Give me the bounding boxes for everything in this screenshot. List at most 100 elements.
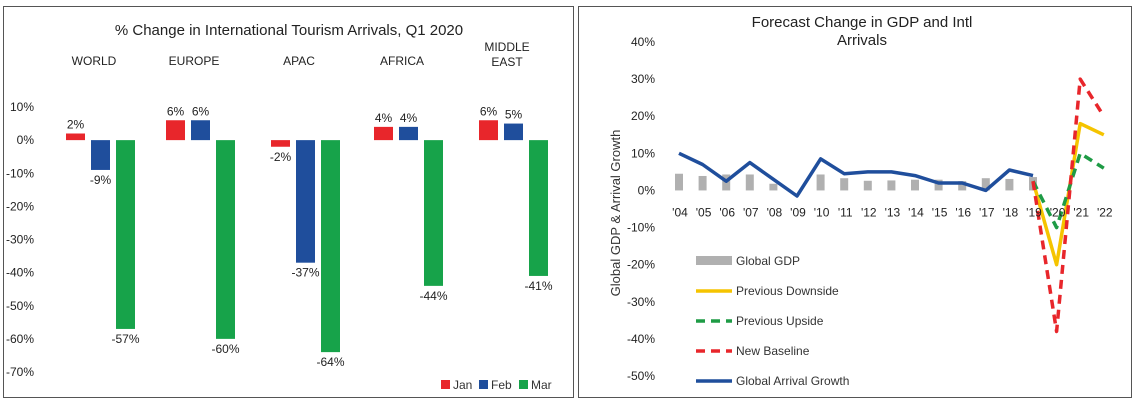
- y-tick-label: -30%: [6, 233, 34, 247]
- legend-label: Jan: [453, 378, 472, 392]
- bar-feb: [296, 140, 315, 263]
- legend-label: Previous Downside: [736, 284, 839, 298]
- bar-jan: [479, 120, 498, 141]
- category-label: APAC: [283, 54, 315, 68]
- y-tick-label: -20%: [6, 199, 34, 213]
- chart-title-line: Forecast Change in GDP and Intl: [752, 14, 973, 31]
- data-label: -9%: [90, 173, 112, 187]
- x-tick-label: '06: [719, 205, 735, 219]
- data-label: -57%: [111, 332, 139, 346]
- y-tick-label: -40%: [6, 266, 34, 280]
- x-tick-label: '10: [814, 205, 830, 219]
- data-label: 2%: [67, 118, 85, 132]
- x-tick-label: '15: [932, 205, 948, 219]
- gdp-bar: [840, 178, 849, 191]
- category-label: AFRICA: [380, 54, 424, 68]
- bar-jan: [66, 133, 85, 141]
- y-tick-label: 20%: [631, 109, 655, 123]
- legend-label: Previous Upside: [736, 314, 824, 328]
- legend-swatch: [441, 380, 450, 389]
- gdp-bar: [816, 174, 825, 191]
- x-tick-label: '14: [908, 205, 924, 219]
- data-label: -64%: [316, 355, 344, 369]
- bar-jan: [271, 140, 290, 147]
- data-label: 6%: [192, 104, 210, 118]
- bar-feb: [399, 126, 418, 141]
- chart-title: % Change in International Tourism Arriva…: [115, 22, 463, 39]
- y-tick-label: -10%: [6, 166, 34, 180]
- y-tick-label: 10%: [631, 146, 655, 160]
- legend-swatch: [519, 380, 528, 389]
- bar-feb: [191, 120, 210, 141]
- chart-title-line: Arrivals: [837, 32, 887, 49]
- x-tick-label: '13: [885, 205, 901, 219]
- x-tick-label: '22: [1097, 205, 1113, 219]
- x-tick-label: '21: [1073, 205, 1089, 219]
- legend-swatch: [479, 380, 488, 389]
- data-label: 6%: [480, 104, 498, 118]
- x-tick-label: '07: [743, 205, 759, 219]
- gdp-bar: [1005, 178, 1014, 191]
- y-tick-label: -60%: [6, 332, 34, 346]
- bar-jan: [374, 126, 393, 141]
- y-tick-label: 10%: [10, 100, 34, 114]
- y-tick-label: 0%: [638, 183, 656, 197]
- legend-label: Feb: [491, 378, 512, 392]
- legend-label: Global Arrival Growth: [736, 374, 849, 388]
- category-label: EAST: [491, 55, 523, 69]
- line-global-arrival-growth: [678, 151, 1034, 198]
- bar-mar: [116, 140, 135, 329]
- category-label: MIDDLE: [484, 40, 529, 54]
- gdp-bar: [745, 174, 754, 191]
- bar-feb: [91, 140, 110, 170]
- data-label: 4%: [375, 111, 393, 125]
- tourism-arrivals-chart: % Change in International Tourism Arriva…: [6, 22, 553, 392]
- y-tick-label: -20%: [627, 258, 655, 272]
- gdp-bar: [981, 178, 990, 191]
- x-tick-label: '09: [790, 205, 806, 219]
- bar-mar: [424, 140, 443, 286]
- x-tick-label: '16: [955, 205, 971, 219]
- y-tick-label: -30%: [627, 295, 655, 309]
- x-tick-label: '11: [838, 205, 853, 219]
- gdp-bar: [958, 181, 967, 191]
- bar-mar: [216, 140, 235, 339]
- x-tick-label: '12: [861, 205, 877, 219]
- bar-mar: [529, 140, 548, 276]
- legend-swatch: [696, 256, 732, 265]
- data-label: -37%: [291, 266, 319, 280]
- y-tick-label: 30%: [631, 72, 655, 86]
- x-tick-label: '19: [1026, 205, 1042, 219]
- gdp-bar: [911, 179, 919, 191]
- gdp-bar: [863, 180, 872, 191]
- data-label: 6%: [167, 104, 185, 118]
- bar-mar: [321, 140, 340, 353]
- y-axis-label: Global GDP & Arrival Growth: [608, 130, 623, 297]
- data-label: -60%: [211, 342, 239, 356]
- data-label: -41%: [524, 279, 552, 293]
- bar-jan: [166, 120, 185, 141]
- x-tick-label: '20: [1050, 205, 1066, 219]
- gdp-bar: [769, 183, 778, 191]
- tourism-arrivals-chart-panel: % Change in International Tourism Arriva…: [3, 6, 574, 398]
- y-tick-label: -50%: [627, 369, 655, 383]
- gdp-bar: [887, 180, 896, 191]
- x-tick-label: '04: [672, 205, 688, 219]
- x-tick-label: '18: [1003, 205, 1019, 219]
- gdp-bar: [698, 175, 707, 191]
- data-label: -2%: [270, 150, 292, 164]
- x-tick-label: '08: [767, 205, 783, 219]
- gdp-bar: [934, 179, 943, 191]
- legend-label: Global GDP: [736, 254, 800, 268]
- y-tick-label: -10%: [627, 221, 655, 235]
- data-label: -44%: [419, 289, 447, 303]
- y-tick-label: -40%: [627, 332, 655, 346]
- y-tick-label: 0%: [17, 133, 35, 147]
- y-tick-label: 40%: [631, 35, 655, 49]
- line-new-baseline: [1031, 77, 1106, 334]
- x-tick-label: '17: [979, 205, 995, 219]
- gdp-bar: [675, 173, 683, 191]
- category-label: EUROPE: [169, 54, 220, 68]
- category-label: WORLD: [72, 54, 117, 68]
- data-label: 4%: [400, 111, 418, 125]
